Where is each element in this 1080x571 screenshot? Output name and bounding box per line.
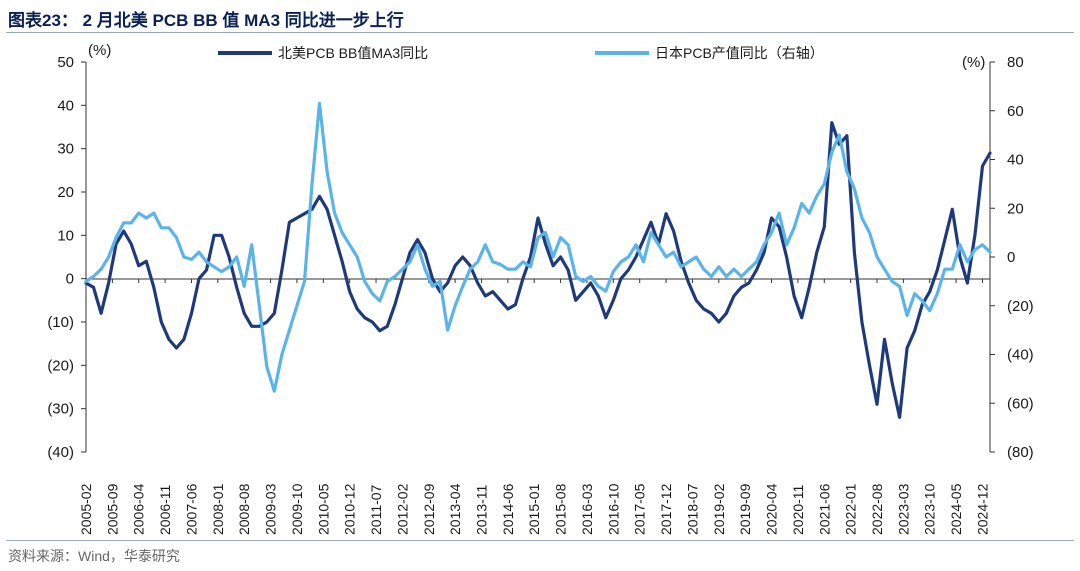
left-tick-label: 40	[57, 97, 74, 114]
x-tick-label: 2012-09	[421, 483, 437, 535]
x-tick-label: 2015-01	[526, 483, 542, 535]
series-line-na-bb	[84, 121, 992, 419]
left-tick-label: 10	[57, 227, 74, 244]
top-rule	[6, 32, 1074, 33]
x-tick-label: 2015-08	[553, 483, 569, 535]
left-unit-label: (%)	[88, 42, 111, 59]
x-tick-label: 2011-07	[368, 484, 384, 535]
right-tick-label: (20)	[1007, 298, 1034, 315]
chart-title: 图表23： 2 月北美 PCB BB 值 MA3 同比进一步上行	[8, 11, 404, 30]
left-tick-label: (10)	[47, 314, 74, 331]
x-tick-label: 2009-03	[263, 483, 279, 535]
x-tick-label: 2006-04	[131, 483, 147, 535]
left-tick-label: 0	[66, 271, 74, 288]
right-tick-label: 0	[1007, 249, 1015, 266]
x-tick-label: 2017-05	[632, 483, 648, 535]
left-tick-label: 30	[57, 141, 74, 158]
right-tick-label: 40	[1007, 152, 1024, 169]
x-tick-label: 2024-12	[974, 483, 990, 535]
source-note: 资料来源：Wind，华泰研究	[8, 548, 180, 564]
right-tick-label: (40)	[1007, 347, 1034, 364]
x-tick-label: 2013-04	[447, 483, 463, 535]
axes: 50 40 30 20 10 0 (10) (20) (30) (40) 80 60 40 20 0 (20)…	[47, 42, 1033, 535]
x-tick-label: 2020-04	[764, 483, 780, 535]
x-tick-label: 2010-05	[315, 483, 331, 535]
series-lines	[84, 101, 992, 419]
legend-label-japan-pcb: 日本PCB产值同比（右轴）	[655, 45, 824, 61]
x-tick-label: 2006-11	[157, 484, 173, 535]
left-tick-label: (30)	[47, 401, 74, 418]
left-tick-label: (20)	[47, 357, 74, 374]
left-tick-label: 20	[57, 184, 74, 201]
x-tick-label: 2019-02	[711, 483, 727, 535]
right-tick-label: (60)	[1007, 395, 1034, 412]
x-tick-label: 2005-09	[104, 483, 120, 535]
x-tick-label: 2008-08	[236, 483, 252, 535]
x-tick-label: 2023-10	[922, 483, 938, 535]
x-tick-label: 2024-05	[948, 483, 964, 535]
x-tick-label: 2012-02	[394, 483, 410, 535]
x-tick-label: 2013-11	[474, 484, 490, 535]
series-line-japan-pcb	[84, 101, 992, 393]
legend-label-na-bb: 北美PCB BB值MA3同比	[278, 45, 428, 61]
x-tick-label: 2017-12	[658, 483, 674, 535]
left-tick-label: 50	[57, 54, 74, 71]
x-tick-label: 2022-01	[843, 483, 859, 535]
x-tick-label: 2005-02	[78, 483, 94, 535]
x-tick-label: 2016-03	[579, 483, 595, 535]
x-tick-label: 2008-01	[210, 483, 226, 535]
x-tick-label: 2007-06	[183, 483, 199, 535]
right-tick-label: 20	[1007, 200, 1024, 217]
x-tick-label: 2021-06	[816, 483, 832, 535]
x-tick-label: 2018-07	[684, 483, 700, 535]
right-tick-label: 80	[1007, 54, 1024, 71]
x-tick-label: 2023-03	[895, 483, 911, 535]
right-tick-label: 60	[1007, 103, 1024, 120]
x-tick-label: 2010-12	[342, 483, 358, 535]
x-tick-label: 2014-06	[500, 483, 516, 535]
x-tick-label: 2009-10	[289, 483, 305, 535]
x-tick-label: 2020-11	[790, 484, 806, 535]
right-tick-label: (80)	[1007, 444, 1034, 461]
x-tick-label: 2019-09	[737, 483, 753, 535]
left-tick-label: (40)	[47, 444, 74, 461]
legend: 北美PCB BB值MA3同比 日本PCB产值同比（右轴）	[218, 45, 824, 61]
bottom-rule	[6, 540, 1074, 541]
x-tick-label: 2022-08	[869, 483, 885, 535]
right-unit-label: (%)	[962, 54, 985, 71]
x-tick-label: 2016-10	[605, 483, 621, 535]
